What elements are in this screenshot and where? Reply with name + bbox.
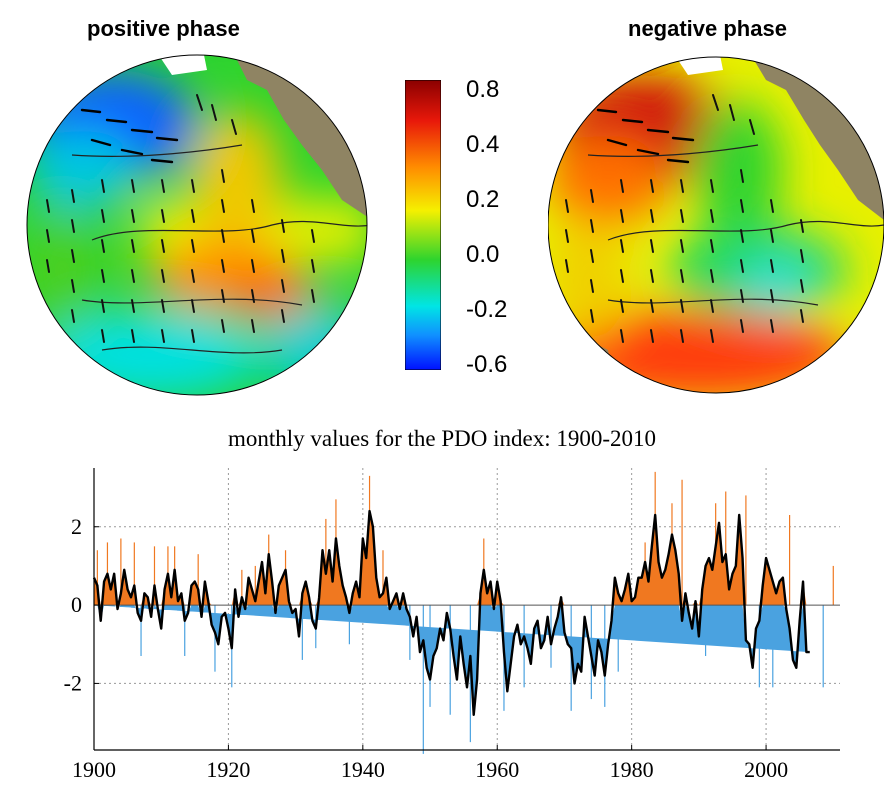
positive-phase-globe-map	[26, 54, 368, 396]
positive-area	[94, 511, 810, 606]
pdo-index-chart: 1900 1920 1940 1960 1980 2000 2 0 -2	[64, 468, 840, 782]
negative-area	[94, 605, 810, 715]
colorbar-tick-label: 0.2	[466, 186, 500, 213]
x-tick-label: 1960	[475, 757, 519, 782]
pdo-smoothed-series	[92, 509, 810, 716]
positive-phase-title: positive phase	[87, 16, 240, 41]
axes: 1900 1920 1940 1960 1980 2000 2 0 -2	[64, 468, 840, 782]
colorbar	[405, 80, 441, 370]
x-tick-label: 1980	[610, 757, 654, 782]
x-tick-label: 1940	[341, 757, 385, 782]
phase-fills	[94, 511, 840, 715]
x-tick-label: 1920	[206, 757, 250, 782]
negative-phase-globe-map	[548, 56, 884, 394]
x-tick-label: 1900	[72, 757, 116, 782]
y-tick-label: -2	[64, 670, 82, 695]
colorbar-tick-label: 0.8	[466, 76, 500, 103]
y-tick-label: 2	[71, 514, 82, 539]
colorbar-tick-label: 0.4	[466, 131, 500, 158]
smoothed-line	[92, 509, 810, 716]
colorbar-tick-label: -0.2	[466, 296, 508, 323]
y-tick-label: 0	[71, 592, 82, 617]
colorbar-tick-label: 0.0	[466, 241, 500, 268]
colorbar-tick-label: -0.6	[466, 351, 508, 378]
negative-phase-title: negative phase	[628, 16, 787, 41]
x-tick-label: 2000	[744, 757, 788, 782]
chart-title: monthly values for the PDO index: 1900-2…	[227, 426, 656, 451]
